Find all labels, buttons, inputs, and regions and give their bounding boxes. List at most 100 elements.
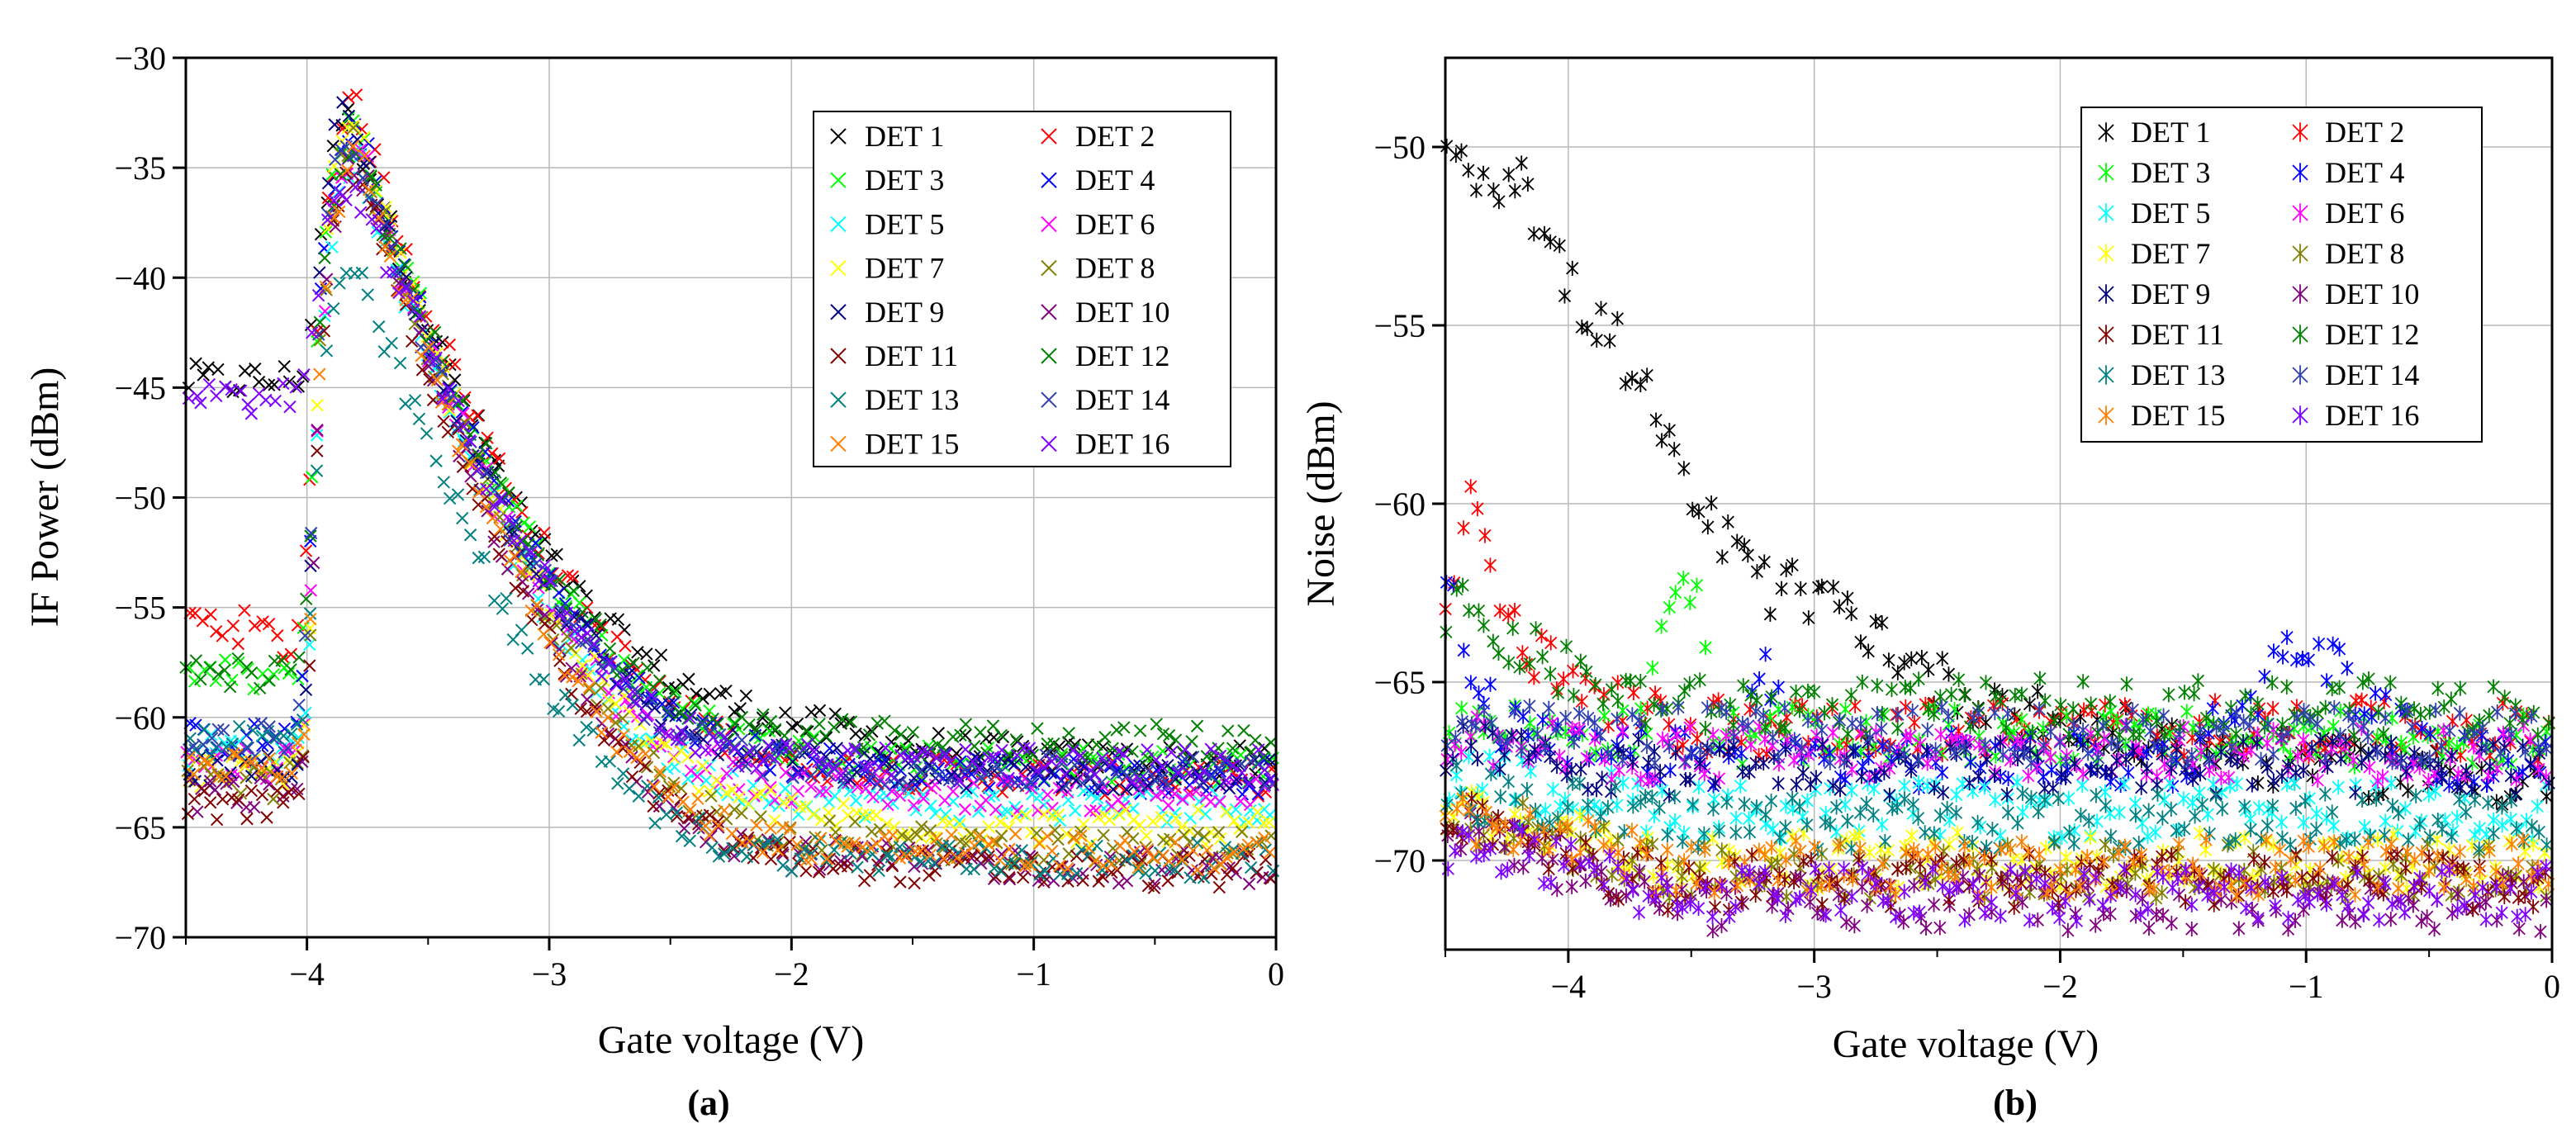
legend-label: DET 16 bbox=[1075, 427, 1169, 460]
data-point bbox=[249, 363, 262, 376]
legend-label: DET 2 bbox=[1075, 120, 1155, 153]
data-point bbox=[349, 88, 363, 102]
data-point bbox=[619, 639, 632, 653]
data-point bbox=[252, 375, 266, 389]
data-point bbox=[719, 684, 733, 698]
x-axis-title-a: Gate voltage (V) bbox=[598, 1018, 865, 1062]
x-tick-label: −1 bbox=[1016, 955, 1051, 993]
data-point bbox=[790, 718, 804, 731]
panel-label-a: (a) bbox=[687, 1083, 729, 1123]
y-tick-label: −65 bbox=[1373, 664, 1426, 701]
y-tick-label: −70 bbox=[114, 919, 166, 956]
legend-label: DET 10 bbox=[2325, 277, 2419, 310]
data-point bbox=[444, 358, 457, 372]
legend-label: DET 9 bbox=[865, 296, 944, 329]
x-tick-label: 0 bbox=[2544, 968, 2560, 1005]
x-tick-label: −3 bbox=[1796, 968, 1832, 1005]
data-point bbox=[420, 310, 433, 323]
data-point bbox=[204, 608, 217, 621]
data-point bbox=[958, 728, 972, 742]
points-a bbox=[179, 88, 1280, 894]
legend-label: DET 7 bbox=[2131, 237, 2210, 270]
data-point bbox=[197, 368, 210, 382]
data-point bbox=[443, 338, 457, 352]
data-point bbox=[682, 672, 695, 686]
data-point bbox=[995, 785, 1009, 799]
y-tick-label: −40 bbox=[114, 259, 166, 296]
y-tick-label: −50 bbox=[1373, 129, 1426, 166]
data-point bbox=[262, 617, 276, 631]
panel-label-b: (b) bbox=[1993, 1083, 2038, 1123]
data-point bbox=[211, 363, 225, 377]
panel-a: −4 −3 −2 −1 0−70−65−60−55−50−45−40−35−30 Gat… bbox=[23, 40, 1284, 1123]
legend-label: DET 13 bbox=[865, 383, 959, 416]
legend-label: DET 7 bbox=[865, 252, 944, 285]
data-point bbox=[238, 604, 251, 617]
legend-label: DET 14 bbox=[1075, 383, 1169, 416]
legend-label: DET 10 bbox=[1075, 296, 1169, 329]
legend-label: DET 2 bbox=[2325, 116, 2404, 149]
data-point bbox=[932, 727, 946, 740]
data-point bbox=[471, 409, 484, 422]
data-point bbox=[196, 614, 210, 628]
data-point bbox=[189, 357, 202, 370]
legend-label: DET 11 bbox=[865, 339, 958, 372]
legend-label: DET 5 bbox=[865, 207, 944, 240]
y-tick-label: −50 bbox=[114, 480, 166, 517]
data-point bbox=[278, 359, 291, 373]
data-point bbox=[284, 647, 298, 661]
legend-label: DET 5 bbox=[2131, 197, 2210, 230]
data-point bbox=[226, 619, 240, 633]
data-point bbox=[267, 668, 281, 681]
data-point bbox=[231, 637, 245, 651]
data-point bbox=[277, 651, 290, 664]
data-point bbox=[950, 746, 963, 760]
legend-label: DET 1 bbox=[865, 120, 944, 153]
data-point bbox=[271, 629, 284, 642]
legend-label: DET 3 bbox=[2131, 156, 2210, 189]
legend-label: DET 12 bbox=[1075, 339, 1169, 372]
x-tick-label: −1 bbox=[2289, 968, 2324, 1005]
data-point bbox=[756, 711, 770, 724]
ticks-a: −4 −3 −2 −1 0−70−65−60−55−50−45−40−35−30 bbox=[114, 40, 1284, 993]
data-point bbox=[654, 648, 668, 661]
data-point bbox=[238, 364, 252, 377]
y-tick-label: −55 bbox=[1373, 307, 1426, 344]
y-tick-label: −60 bbox=[114, 699, 166, 737]
x-tick-label: −4 bbox=[289, 955, 325, 993]
data-point bbox=[834, 717, 848, 730]
legend-label: DET 4 bbox=[1075, 164, 1155, 197]
y-tick-label: −60 bbox=[1373, 486, 1426, 523]
data-point bbox=[292, 380, 306, 393]
data-point bbox=[1249, 767, 1262, 780]
data-point bbox=[319, 225, 333, 239]
data-point bbox=[561, 569, 575, 582]
legend-label: DET 15 bbox=[865, 427, 959, 460]
y-tick-label: −35 bbox=[114, 149, 166, 187]
x-axis-title-b: Gate voltage (V) bbox=[1833, 1022, 2099, 1066]
data-point bbox=[282, 666, 296, 680]
x-tick-label: −4 bbox=[1551, 968, 1587, 1005]
y-axis-title-b: Noise (dBm) bbox=[1299, 401, 1343, 606]
legend-label: DET 11 bbox=[2131, 318, 2224, 351]
data-point bbox=[828, 707, 842, 721]
legend-label: DET 6 bbox=[1075, 207, 1155, 240]
y-tick-label: −45 bbox=[114, 369, 166, 406]
data-point bbox=[210, 624, 223, 638]
x-tick-label: −2 bbox=[774, 955, 809, 993]
data-point bbox=[216, 629, 229, 642]
legend-label: DET 8 bbox=[1075, 252, 1155, 285]
data-point bbox=[218, 653, 232, 666]
data-point bbox=[842, 715, 856, 728]
x-tick-label: 0 bbox=[1268, 955, 1284, 993]
data-point bbox=[306, 471, 319, 484]
data-point bbox=[248, 619, 262, 633]
data-point bbox=[902, 734, 915, 747]
data-point bbox=[232, 656, 245, 670]
data-point bbox=[808, 770, 821, 784]
y-tick-label: −70 bbox=[1373, 842, 1426, 879]
legend-label: DET 8 bbox=[2325, 237, 2404, 270]
y-axis-title-a: IF Power (dBm) bbox=[23, 367, 67, 628]
